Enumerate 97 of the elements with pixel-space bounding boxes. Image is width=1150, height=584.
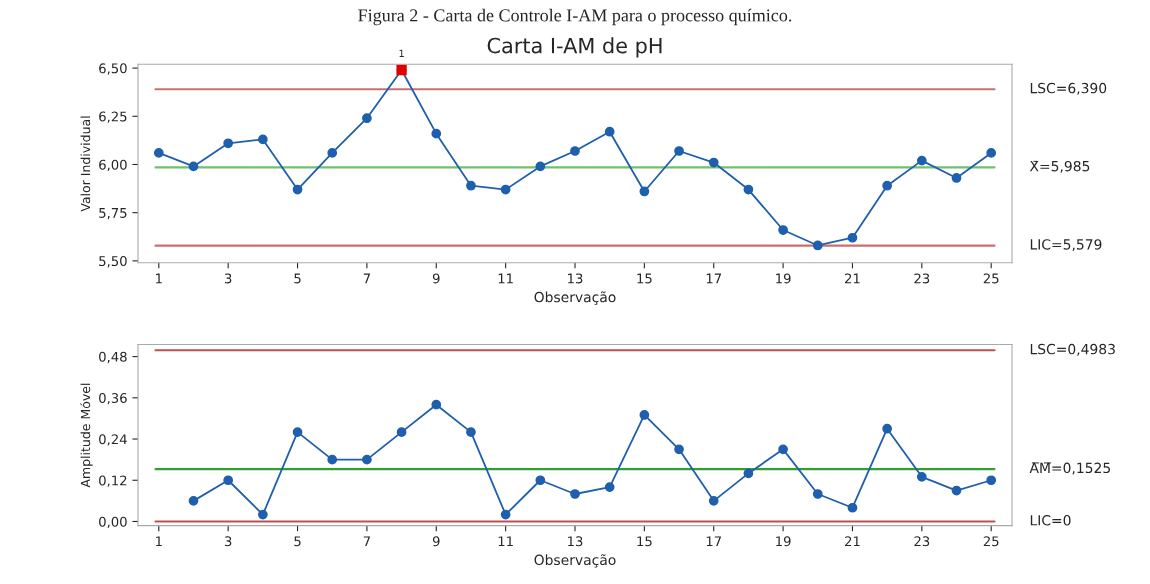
ref-line-label: LIC=0 <box>1030 515 1071 526</box>
point <box>535 161 546 172</box>
x-axis-title: Observação <box>534 554 616 568</box>
point <box>778 225 788 235</box>
x-tick-label: 13 <box>568 273 583 284</box>
point <box>500 509 511 520</box>
point <box>674 146 684 156</box>
y-axis-title: Valor Individual <box>80 116 91 212</box>
point <box>362 113 372 124</box>
x-tick-label: 15 <box>637 273 652 284</box>
point <box>882 180 893 191</box>
point <box>743 184 754 195</box>
point <box>847 232 858 243</box>
point <box>292 184 303 195</box>
point <box>812 489 823 499</box>
point <box>812 240 823 251</box>
y-tick-label: 6,25 <box>99 111 127 123</box>
point <box>188 496 199 506</box>
ref-line-label: LSC=0,4983 <box>1030 343 1115 356</box>
point <box>882 423 893 434</box>
y-tick-label: 0,12 <box>99 475 127 487</box>
point <box>292 427 303 438</box>
point <box>257 509 268 520</box>
point <box>500 184 511 195</box>
y-tick-label: 5,50 <box>99 256 127 268</box>
point <box>466 180 476 191</box>
point <box>708 496 719 506</box>
point <box>327 148 338 158</box>
ref-line-label: LIC=5,579 <box>1030 239 1102 252</box>
y-tick-label: 0,36 <box>99 393 127 405</box>
x-tick-label: 13 <box>568 536 583 547</box>
x-tick-label: 25 <box>983 536 999 547</box>
point <box>743 468 754 479</box>
x-tick-label: 21 <box>845 536 860 547</box>
y-tick-label: 0,24 <box>99 434 127 446</box>
x-tick-label: 9 <box>432 536 440 547</box>
point <box>986 475 997 486</box>
y-tick-label: 5,75 <box>99 208 127 220</box>
x-tick-label: 17 <box>706 273 721 284</box>
x-tick-label: 11 <box>498 536 513 547</box>
point <box>431 128 442 139</box>
ref-line-label: A̅M̅=0,1525 <box>1029 462 1110 475</box>
x-tick-label: 25 <box>983 273 999 284</box>
x-tick-label: 1 <box>156 273 162 284</box>
point <box>986 148 997 158</box>
ref-line-label: X̄=5,985 <box>1029 160 1090 173</box>
x-tick-label: 3 <box>224 273 232 284</box>
x-tick-label: 7 <box>363 536 370 547</box>
x-tick-label: 21 <box>845 273 860 284</box>
point <box>708 157 719 168</box>
x-tick-label: 1 <box>156 536 162 547</box>
annotation: 1 <box>399 49 404 57</box>
point <box>916 471 927 482</box>
point <box>223 475 234 486</box>
x-tick-label: 19 <box>776 273 791 284</box>
y-tick-label: 0,48 <box>99 351 127 364</box>
point <box>951 173 962 183</box>
point <box>604 482 615 492</box>
point <box>431 399 442 410</box>
point <box>257 134 268 145</box>
x-tick-label: 5 <box>294 536 301 547</box>
point <box>362 454 372 465</box>
x-tick-label: 15 <box>637 536 652 547</box>
chart-title: Carta I-AM de pH <box>487 37 662 58</box>
point <box>639 186 650 197</box>
x-tick-label: 17 <box>706 536 721 547</box>
y-tick-label: 6,00 <box>99 159 127 172</box>
y-axis-title: Amplitude Móvel <box>80 383 93 488</box>
text: Figura 2 - Carta de Controle I-AM para o processo químico. <box>358 8 792 26</box>
point <box>396 427 407 438</box>
point <box>466 427 476 438</box>
point <box>570 489 580 499</box>
point <box>674 444 684 455</box>
y-tick-label: 6,50 <box>99 63 127 75</box>
point <box>327 454 338 465</box>
point <box>951 485 962 496</box>
point <box>188 161 199 172</box>
x-tick-label: 9 <box>432 273 440 284</box>
point <box>223 138 234 149</box>
x-tick-label: 7 <box>363 273 370 284</box>
x-axis-title: Observação <box>534 291 616 305</box>
x-tick-label: 23 <box>914 536 930 547</box>
point <box>916 155 927 166</box>
point <box>639 410 650 420</box>
x-tick-label: 19 <box>776 536 791 547</box>
x-tick-label: 5 <box>294 273 301 284</box>
x-tick-label: 23 <box>914 273 930 284</box>
point <box>778 444 788 455</box>
point <box>535 475 546 486</box>
y-tick-label: 0,00 <box>99 516 127 529</box>
x-tick-label: 3 <box>224 536 232 547</box>
ref-line-label: LSC=6,390 <box>1030 82 1107 95</box>
point <box>570 146 580 156</box>
point <box>604 126 615 137</box>
point <box>153 148 164 158</box>
x-tick-label: 11 <box>498 273 513 284</box>
point <box>847 502 858 513</box>
